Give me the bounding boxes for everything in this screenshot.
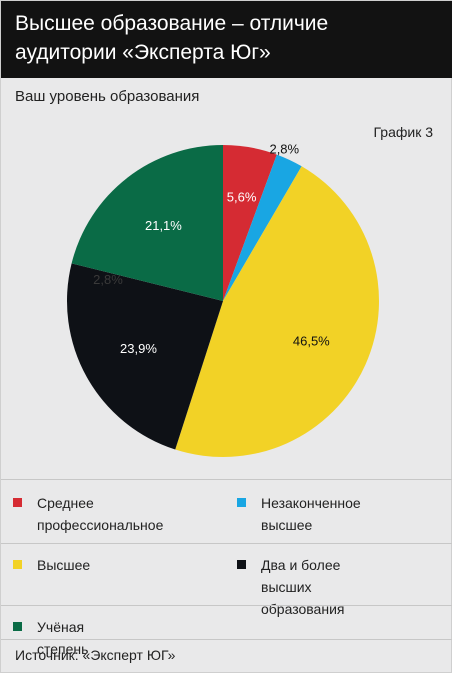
- pie-value-label: 23,9%: [120, 341, 157, 356]
- legend-swatch-red: [13, 498, 22, 507]
- legend-label-line: Незаконченное высшее: [261, 495, 361, 533]
- pie-value-label: 46,5%: [293, 333, 330, 348]
- legend-label-line: профессиональное: [37, 517, 164, 533]
- pie-slice-academic-degree: [71, 145, 223, 301]
- pie-value-label: 5,6%: [227, 190, 257, 205]
- legend-divider: [1, 543, 452, 544]
- pie-slice-incomplete-higher: [223, 154, 302, 301]
- chart-title: Высшее образование – отличие аудитории «…: [15, 12, 329, 64]
- pie-value-label: 2,8%: [269, 141, 299, 156]
- legend-label-line: образования: [261, 601, 345, 617]
- legend-swatch-black: [237, 560, 246, 569]
- pie-overlap-label: 2,8%: [93, 272, 123, 287]
- legend-label-line: Учёная степень: [37, 619, 89, 657]
- pie-value-label: 21,1%: [145, 218, 182, 233]
- legend-divider: [1, 605, 452, 606]
- source-note: Источник: «Эксперт ЮГ»: [15, 647, 176, 663]
- pie-chart: 5,6% 2,8% 46,5% 23,9% 21,1% 2,8%: [67, 141, 379, 458]
- legend-label-line: Среднее: [37, 495, 94, 511]
- title-bar: Высшее образование – отличие аудитории «…: [1, 1, 452, 78]
- legend-label-line: Два и более высших: [261, 557, 341, 595]
- chart-subtitle: Ваш уровень образования: [15, 88, 200, 105]
- legend-label-line: Высшее: [37, 557, 91, 573]
- legend-swatch-blue: [237, 498, 246, 507]
- legend: Среднее профессиональное Незаконченное в…: [1, 479, 452, 657]
- legend-swatch-yellow: [13, 560, 22, 569]
- pie-slice-higher: [175, 166, 379, 458]
- source-divider: [1, 639, 452, 640]
- pie-slice-secondary-professional: [223, 145, 277, 301]
- graph-number-label: График 3: [373, 124, 433, 140]
- pie-slice-two-higher: [67, 263, 223, 450]
- legend-swatch-green: [13, 622, 22, 631]
